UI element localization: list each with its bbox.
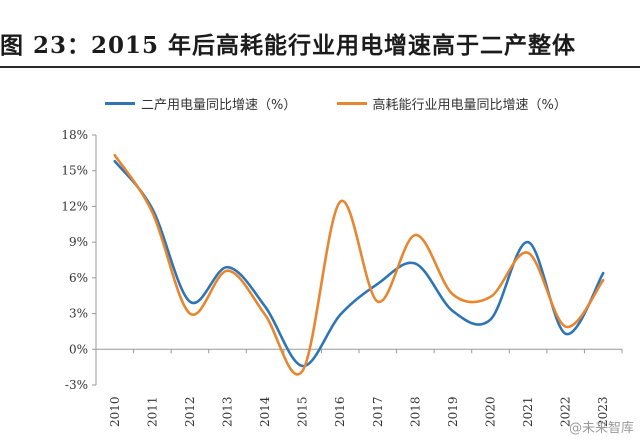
figure-title-text: 图 23：2015 年后高耗能行业用电增速高于二产整体 xyxy=(0,32,577,59)
data-point-s2-2018 xyxy=(413,233,417,237)
data-point-s2-2010 xyxy=(113,153,117,157)
x-tick-label: 2010 xyxy=(108,396,122,427)
data-point-s1-2010 xyxy=(113,159,117,163)
watermark-text: @未来智库 xyxy=(568,421,634,436)
legend-swatch-series2 xyxy=(336,102,367,105)
x-tick-label: 2018 xyxy=(408,396,422,427)
legend-swatch-series1 xyxy=(105,102,135,105)
data-point-s2-2020 xyxy=(489,295,493,299)
x-tick-label: 2019 xyxy=(446,396,460,427)
data-point-s2-2019 xyxy=(451,293,455,297)
data-point-s2-2013 xyxy=(226,269,230,273)
y-tick-label: 3% xyxy=(69,307,88,321)
data-point-s1-2019 xyxy=(451,309,455,313)
x-tick-label: 2017 xyxy=(371,396,385,427)
data-point-s2-2017 xyxy=(376,300,380,304)
data-point-s1-2013 xyxy=(226,265,230,269)
data-point-s1-2017 xyxy=(376,282,380,286)
legend-item-series2: 高耗能行业用电量同比增速（%） xyxy=(336,94,567,113)
x-tick-label: 2014 xyxy=(258,396,272,427)
y-tick-label: 0% xyxy=(69,342,88,356)
legend-item-series1: 二产用电量同比增速（%） xyxy=(105,94,296,113)
y-tick-label: 15% xyxy=(61,164,88,178)
chart-legend: 二产用电量同比增速（%） 高耗能行业用电量同比增速（%） xyxy=(105,94,603,113)
data-point-s1-2012 xyxy=(188,300,192,304)
y-tick-label: 12% xyxy=(61,199,88,213)
y-tick-label: 6% xyxy=(69,271,88,285)
x-tick-label: 2015 xyxy=(296,396,310,427)
data-point-s1-2016 xyxy=(338,313,342,317)
data-point-s1-2018 xyxy=(413,262,417,266)
data-point-s2-2021 xyxy=(526,251,530,255)
data-point-s1-2021 xyxy=(526,240,530,244)
data-point-s2-2012 xyxy=(188,312,192,316)
legend-label-series2: 高耗能行业用电量同比增速（%） xyxy=(372,98,567,113)
x-tick-label: 2013 xyxy=(221,396,235,427)
x-tick-label: 2020 xyxy=(484,396,498,427)
series-line-1 xyxy=(113,159,605,368)
x-tick-label: 2012 xyxy=(183,396,197,427)
x-tick-label: 2021 xyxy=(521,396,535,427)
x-tick-label: 2022 xyxy=(559,396,573,427)
data-point-s2-2011 xyxy=(150,210,154,214)
figure-title: 图 23：2015 年后高耗能行业用电增速高于二产整体 xyxy=(0,26,640,66)
data-point-s2-2016 xyxy=(338,200,342,204)
data-point-s2-2023 xyxy=(601,278,605,282)
legend-label-series1: 二产用电量同比增速（%） xyxy=(141,98,297,113)
series-line-2 xyxy=(113,153,605,376)
y-tick-label: 18% xyxy=(61,128,88,142)
y-tick-label: 9% xyxy=(69,235,88,249)
y-tick-label: -3% xyxy=(65,378,88,392)
data-point-s1-2022 xyxy=(564,332,568,336)
data-point-s1-2023 xyxy=(601,271,605,275)
data-point-s2-2015 xyxy=(301,369,305,373)
data-point-s1-2020 xyxy=(489,318,493,322)
data-point-s2-2014 xyxy=(263,313,267,317)
x-tick-label: 2016 xyxy=(333,396,347,427)
x-tick-label: 2023 xyxy=(596,396,610,427)
x-tick-label: 2011 xyxy=(145,396,159,427)
data-point-s1-2014 xyxy=(263,304,267,308)
title-rule xyxy=(0,66,640,68)
data-point-s2-2022 xyxy=(564,325,568,329)
